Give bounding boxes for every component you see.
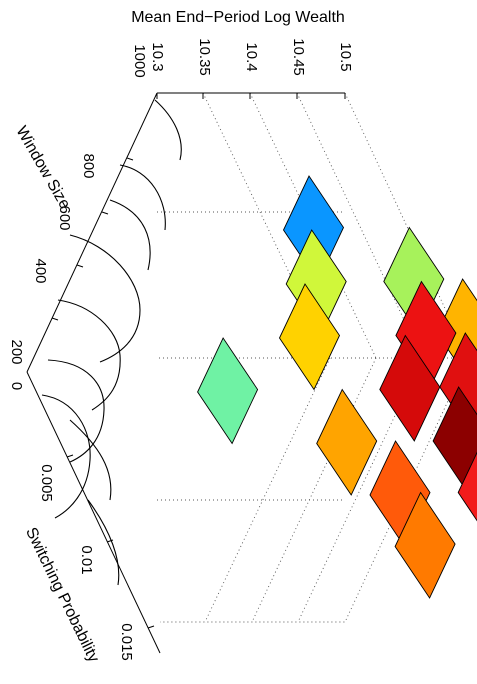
y-tick-label: 600	[56, 205, 73, 230]
axes	[26, 92, 346, 654]
surface-cell	[379, 334, 441, 442]
y-axis-title: Window Size	[12, 123, 73, 212]
y-tick-label: 1000	[131, 44, 148, 77]
z-tick-label: 10.35	[196, 38, 213, 76]
x-tick-label: 0	[8, 382, 25, 390]
z-tick-labels: 10.3 10.35 10.4 10.45 10.5	[149, 38, 354, 76]
z-axis-title: Mean End−Period Log Wealth	[131, 9, 345, 26]
surface-cell	[278, 283, 341, 391]
y-tick-labels: 200 400 600 800 1000	[8, 44, 148, 364]
x-tick-label: 0.015	[118, 623, 135, 661]
z-tick-label: 10.45	[290, 38, 307, 76]
x-tick-labels: 0 0.005 0.01 0.015	[8, 382, 135, 661]
y-tick-label: 800	[80, 153, 97, 178]
z-tick-label: 10.5	[337, 42, 354, 71]
x-tick-label: 0.01	[78, 545, 95, 574]
surface	[197, 175, 477, 599]
z-tick-label: 10.4	[243, 42, 260, 71]
surface-cell	[197, 337, 259, 445]
y-tick-label: 200	[8, 339, 25, 364]
z-tick-label: 10.3	[149, 42, 166, 71]
y-tick-label: 400	[32, 258, 49, 283]
surface-cell	[457, 451, 477, 522]
contour-projection	[41, 99, 182, 586]
surface-cell	[394, 491, 456, 599]
surface-cell	[432, 386, 477, 494]
surface-cell	[316, 388, 378, 496]
x-tick-label: 0.005	[38, 464, 55, 502]
